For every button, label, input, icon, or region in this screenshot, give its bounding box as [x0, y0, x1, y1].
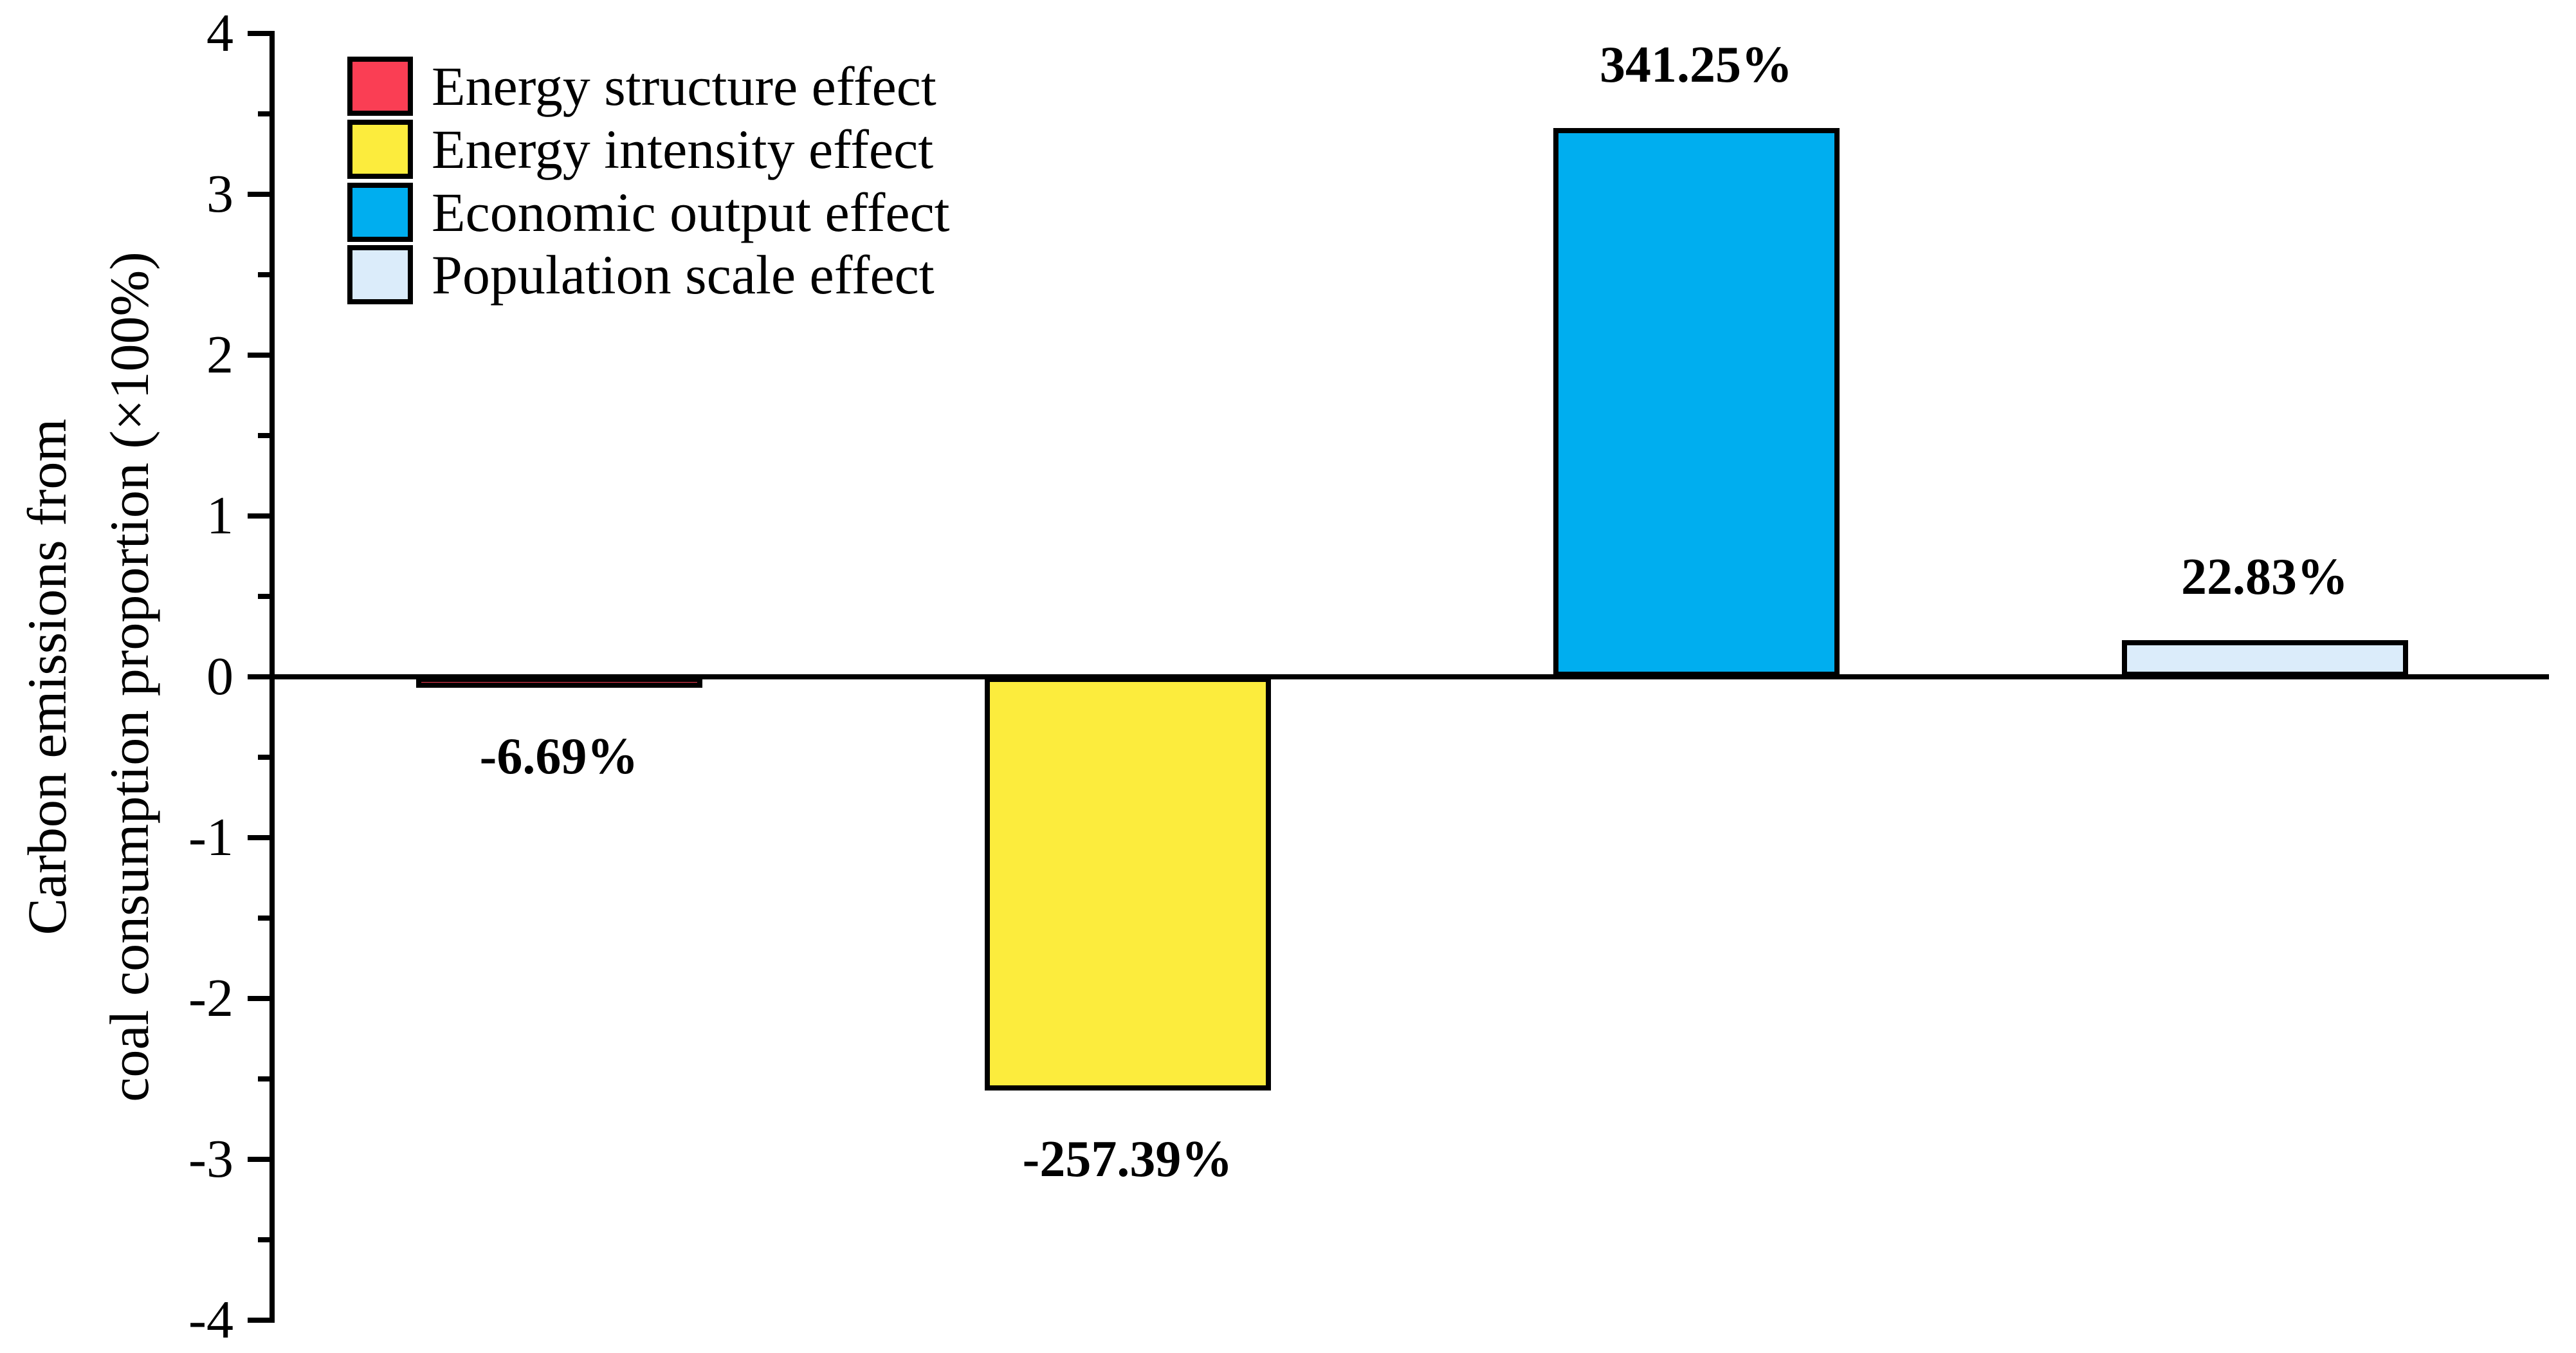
- legend-label: Energy intensity effect: [432, 118, 934, 180]
- bar-value-label: -6.69%: [479, 728, 639, 785]
- y-minor-tick: [258, 594, 275, 599]
- bar-value-label: 341.25%: [1600, 36, 1793, 93]
- y-tick-label: -1: [188, 807, 233, 867]
- y-tick-label: 1: [206, 486, 233, 546]
- bar-economic-output-effect: [1553, 127, 1840, 677]
- y-major-tick: [248, 674, 275, 679]
- y-minor-tick: [258, 111, 275, 116]
- y-minor-tick: [258, 916, 275, 921]
- bar-energy-intensity-effect: [984, 677, 1271, 1091]
- y-major-tick: [248, 31, 275, 36]
- legend-label: Economic output effect: [432, 181, 950, 243]
- y-major-tick: [248, 192, 275, 197]
- legend-label: Energy structure effect: [432, 55, 936, 117]
- y-major-tick: [248, 996, 275, 1001]
- y-minor-tick: [258, 272, 275, 277]
- y-tick-label: 0: [206, 647, 233, 706]
- legend-swatch-energy-intensity: [347, 120, 413, 179]
- y-major-tick: [248, 353, 275, 358]
- y-tick-label: -4: [188, 1290, 233, 1350]
- legend-label: Population scale effect: [432, 244, 935, 306]
- y-tick-label: -3: [188, 1129, 233, 1189]
- legend-swatch-economic-output: [347, 183, 413, 242]
- y-tick-label: 2: [206, 325, 233, 385]
- y-major-tick: [248, 1157, 275, 1162]
- y-major-tick: [248, 1318, 275, 1323]
- bar-population-scale-effect: [2121, 640, 2408, 677]
- y-tick-label: -2: [188, 968, 233, 1028]
- y-minor-tick: [258, 433, 275, 438]
- bar-value-label: 22.83%: [2181, 548, 2348, 605]
- zero-baseline: [275, 674, 2549, 679]
- legend-swatch-population-scale: [347, 245, 413, 304]
- y-major-tick: [248, 513, 275, 519]
- y-minor-tick: [258, 1237, 275, 1242]
- y-tick-label: 4: [206, 3, 233, 63]
- bar-value-label: -257.39%: [1022, 1131, 1233, 1188]
- bar-energy-structure-effect: [416, 677, 702, 688]
- legend-swatch-energy-structure: [347, 57, 413, 116]
- y-minor-tick: [258, 755, 275, 760]
- y-minor-tick: [258, 1076, 275, 1081]
- y-tick-label: 3: [206, 164, 233, 224]
- y-major-tick: [248, 835, 275, 840]
